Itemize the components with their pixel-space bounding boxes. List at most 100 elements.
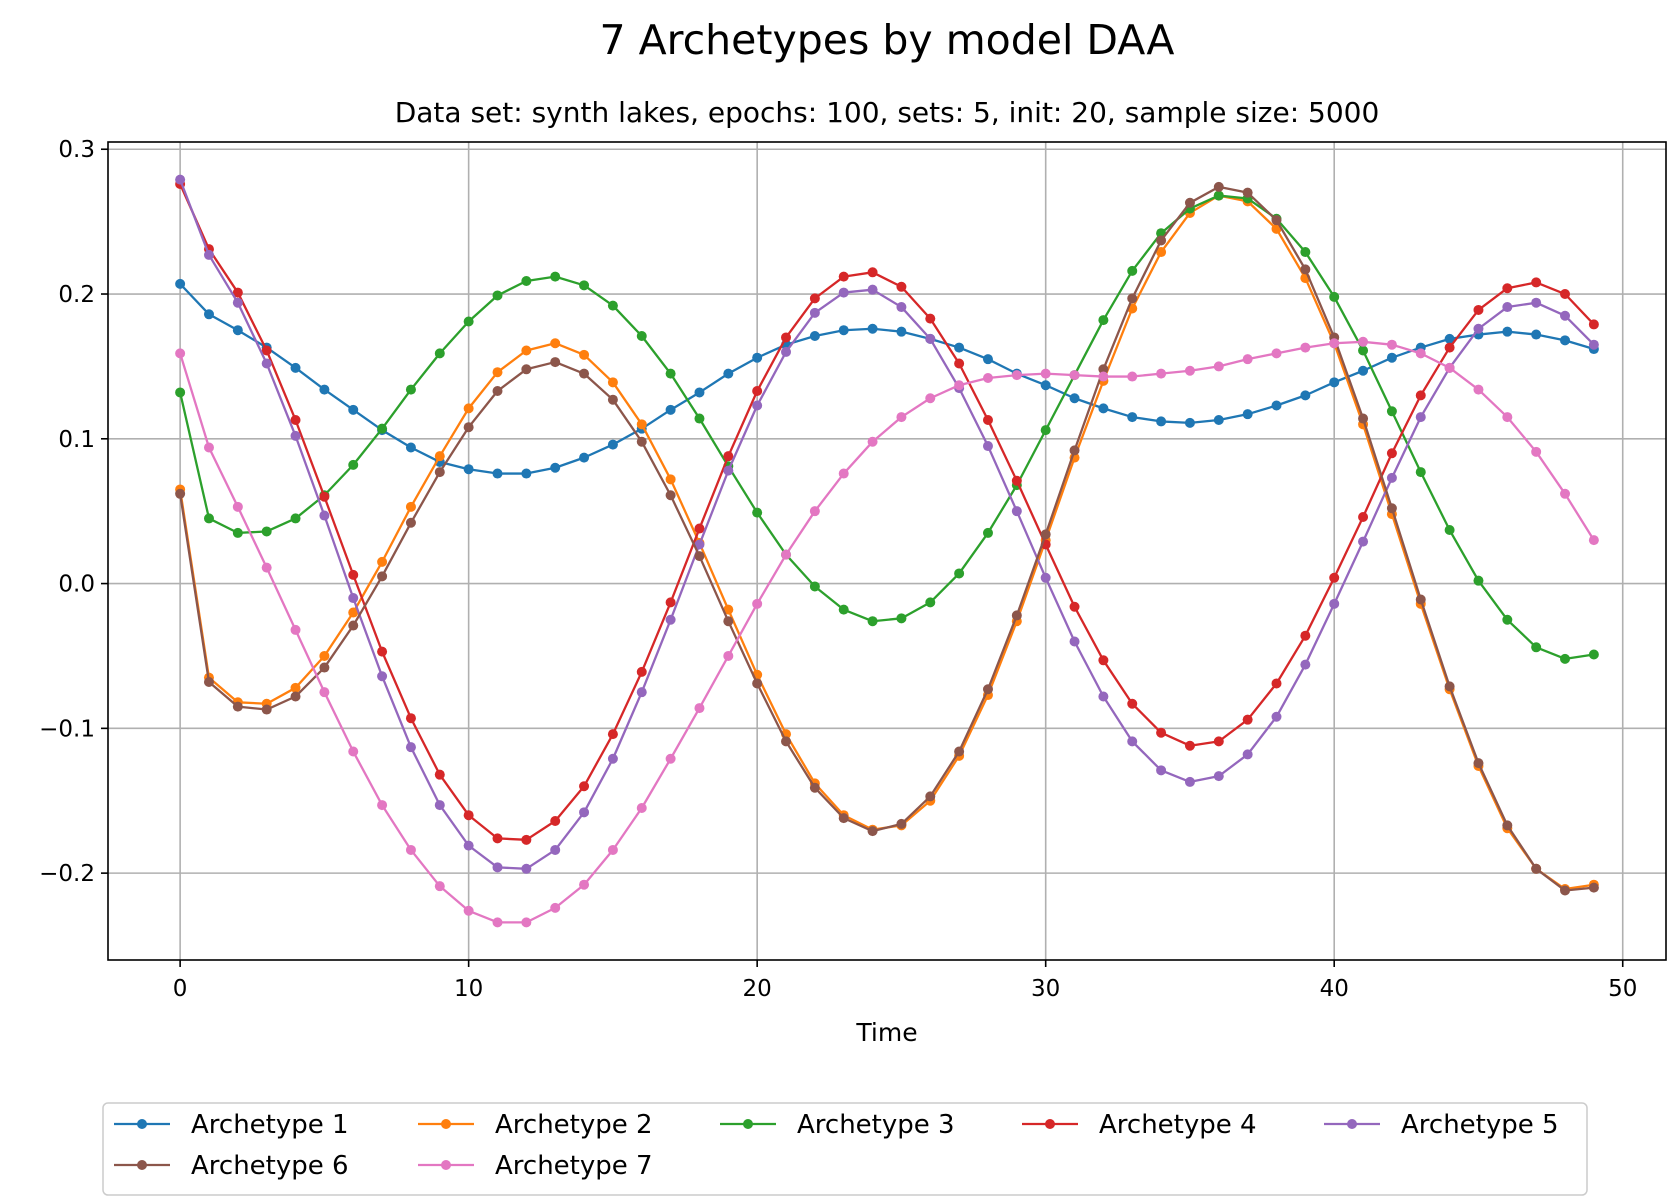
data-point: [752, 678, 763, 689]
data-point: [781, 346, 792, 357]
data-point: [1098, 315, 1109, 326]
data-point: [1213, 414, 1224, 425]
x-tick-label: 20: [743, 976, 772, 1002]
data-point: [1502, 820, 1513, 831]
series-line: [179, 179, 1595, 870]
data-point: [463, 905, 474, 916]
data-point: [925, 313, 936, 324]
data-point: [434, 348, 445, 359]
data-point: [694, 523, 705, 534]
data-point: [1358, 365, 1369, 376]
data-point: [492, 862, 503, 873]
data-point: [492, 290, 503, 301]
legend-item[interactable]: Archetype 6: [114, 1151, 349, 1181]
data-point: [1069, 370, 1080, 381]
data-point: [982, 527, 993, 538]
data-point: [492, 386, 503, 397]
data-point: [1098, 403, 1109, 414]
data-point: [1588, 535, 1599, 546]
data-point: [203, 442, 214, 453]
chart-title: 7 Archetypes by model DAA: [600, 16, 1175, 64]
data-point: [925, 333, 936, 344]
data-point: [232, 325, 243, 336]
legend-item[interactable]: Archetype 3: [720, 1110, 955, 1140]
data-point: [463, 316, 474, 327]
data-point: [1213, 190, 1224, 201]
data-point: [1329, 291, 1340, 302]
data-point: [492, 917, 503, 928]
data-point: [1502, 412, 1513, 423]
data-point: [607, 844, 618, 855]
legend-item[interactable]: Archetype 2: [418, 1110, 653, 1140]
data-point: [665, 753, 676, 764]
data-point: [867, 284, 878, 295]
data-point: [290, 624, 301, 635]
data-point: [434, 451, 445, 462]
data-point: [521, 468, 532, 479]
legend-item[interactable]: Archetype 4: [1022, 1110, 1257, 1140]
data-point: [665, 490, 676, 501]
data-point: [896, 818, 907, 829]
data-point: [896, 412, 907, 423]
data-point: [261, 562, 272, 573]
data-point: [1156, 368, 1167, 379]
grid: [108, 142, 1666, 960]
data-point: [1444, 362, 1455, 373]
data-point: [1242, 409, 1253, 420]
data-point: [290, 362, 301, 373]
data-point: [377, 423, 388, 434]
data-point: [579, 349, 590, 360]
data-point: [1011, 610, 1022, 621]
data-point: [319, 662, 330, 673]
legend-item[interactable]: Archetype 1: [114, 1110, 349, 1140]
data-point: [232, 701, 243, 712]
data-point: [1300, 342, 1311, 353]
legend-item[interactable]: Archetype 5: [1324, 1110, 1559, 1140]
data-point: [348, 620, 359, 631]
data-point: [550, 844, 561, 855]
data-point: [665, 368, 676, 379]
legend-marker: [743, 1119, 753, 1129]
data-point: [434, 769, 445, 780]
data-point: [1156, 247, 1167, 258]
data-point: [521, 863, 532, 874]
data-point: [203, 513, 214, 524]
data-point: [1069, 393, 1080, 404]
data-point: [1560, 885, 1571, 896]
data-point: [348, 593, 359, 604]
y-tick-label: 0.1: [58, 427, 95, 453]
data-point: [319, 650, 330, 661]
data-point: [405, 517, 416, 528]
data-point: [954, 568, 965, 579]
data-point: [261, 526, 272, 537]
data-point: [1127, 698, 1138, 709]
data-point: [492, 833, 503, 844]
data-point: [607, 300, 618, 311]
data-point: [1300, 630, 1311, 641]
data-point: [319, 510, 330, 521]
data-point: [694, 551, 705, 562]
data-point: [1502, 326, 1513, 337]
data-point: [492, 468, 503, 479]
data-point: [982, 684, 993, 695]
data-point: [463, 403, 474, 414]
data-point: [1069, 445, 1080, 456]
chart-subtitle: Data set: synth lakes, epochs: 100, sets…: [395, 96, 1380, 129]
data-point: [463, 810, 474, 821]
legend-item[interactable]: Archetype 7: [418, 1151, 653, 1181]
data-point: [1329, 598, 1340, 609]
data-point: [723, 451, 734, 462]
data-point: [175, 488, 186, 499]
data-point: [867, 267, 878, 278]
data-point: [1184, 197, 1195, 208]
data-point: [636, 436, 647, 447]
data-point: [723, 650, 734, 661]
data-point: [1242, 714, 1253, 725]
data-point: [838, 271, 849, 282]
data-point: [838, 813, 849, 824]
series-line: [179, 183, 1595, 841]
data-point: [463, 422, 474, 433]
data-point: [463, 464, 474, 475]
data-point: [319, 491, 330, 502]
